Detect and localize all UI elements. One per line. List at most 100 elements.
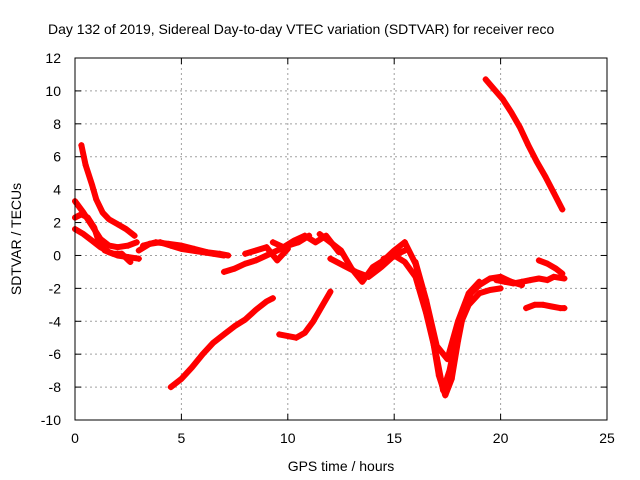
data-point xyxy=(199,351,206,358)
data-point xyxy=(191,245,198,252)
data-point xyxy=(501,278,508,285)
data-point xyxy=(252,306,259,313)
data-point xyxy=(510,280,517,287)
data-point xyxy=(135,247,142,254)
data-point xyxy=(135,255,142,262)
data-point xyxy=(559,270,566,277)
data-point xyxy=(527,277,534,284)
series-sat-o xyxy=(401,239,525,399)
y-tick-label: 4 xyxy=(53,182,61,198)
data-point xyxy=(114,221,121,228)
series-line xyxy=(401,239,525,399)
y-tick-labels: -10 -8 -6 -4 -2 0 2 4 6 8 10 12 xyxy=(41,50,61,428)
data-point xyxy=(476,278,483,285)
data-point xyxy=(178,375,185,382)
data-point xyxy=(465,290,472,297)
data-point xyxy=(242,250,249,257)
data-point xyxy=(293,334,300,341)
data-point xyxy=(561,305,568,312)
data-point xyxy=(97,244,104,251)
data-point xyxy=(106,216,113,223)
data-point xyxy=(435,372,442,379)
series-line xyxy=(380,252,504,394)
x-tick-label: 20 xyxy=(493,430,509,446)
data-point xyxy=(242,260,249,267)
data-point xyxy=(423,296,430,303)
axis-ticks xyxy=(74,57,608,421)
data-point xyxy=(486,287,493,294)
data-point xyxy=(263,298,270,305)
data-point xyxy=(301,329,308,336)
y-tick-label: 6 xyxy=(53,149,61,165)
data-point xyxy=(269,295,276,302)
data-point xyxy=(316,231,323,238)
series-sat-r xyxy=(535,257,566,277)
series-sat-p xyxy=(412,259,483,363)
data-point xyxy=(412,259,419,266)
data-point xyxy=(231,265,238,272)
data-point xyxy=(263,252,270,259)
series-sat-q xyxy=(493,273,568,287)
data-point xyxy=(106,249,113,256)
data-point xyxy=(84,214,91,221)
data-point xyxy=(125,242,132,249)
data-point xyxy=(220,331,227,338)
data-series-layer xyxy=(72,76,568,399)
data-point xyxy=(152,239,159,246)
data-point xyxy=(548,303,555,310)
data-point xyxy=(274,247,281,254)
data-point xyxy=(131,232,138,239)
x-tick-label: 5 xyxy=(178,430,186,446)
grid-lines xyxy=(75,58,607,420)
y-tick-label: -6 xyxy=(49,346,62,362)
data-point xyxy=(252,247,259,254)
data-point xyxy=(486,275,493,282)
data-point xyxy=(189,364,196,371)
series-line xyxy=(535,257,566,277)
data-point xyxy=(508,109,515,116)
data-point xyxy=(78,142,85,149)
y-tick-label: -2 xyxy=(49,280,62,296)
series-line xyxy=(72,198,140,251)
series-sat-k xyxy=(276,288,334,341)
data-point xyxy=(497,285,504,292)
data-point xyxy=(561,275,568,282)
y-tick-label: -4 xyxy=(49,313,62,329)
data-point xyxy=(552,265,559,272)
data-point xyxy=(476,290,483,297)
data-point xyxy=(380,255,387,262)
data-point xyxy=(284,333,291,340)
data-point xyxy=(442,392,449,399)
y-axis-title: SDTVAR / TECUs xyxy=(8,183,24,295)
data-point xyxy=(310,318,317,325)
x-tick-label: 10 xyxy=(280,430,296,446)
data-point xyxy=(531,301,538,308)
y-tick-label: 10 xyxy=(45,83,61,99)
data-point xyxy=(516,124,523,131)
data-point xyxy=(114,244,121,251)
data-point xyxy=(291,237,298,244)
data-point xyxy=(216,250,223,257)
y-tick-label: -10 xyxy=(41,412,61,428)
data-point xyxy=(263,244,270,251)
data-point xyxy=(493,277,500,284)
data-point xyxy=(401,239,408,246)
data-point xyxy=(231,323,238,330)
x-axis-title: GPS time / hours xyxy=(288,458,395,474)
data-point xyxy=(269,239,276,246)
data-point xyxy=(210,339,217,346)
data-point xyxy=(391,252,398,259)
data-point xyxy=(165,240,172,247)
x-tick-labels: 0 5 10 15 20 25 xyxy=(71,430,615,446)
data-point xyxy=(133,239,140,246)
data-point xyxy=(491,86,498,93)
y-tick-label: 0 xyxy=(53,247,61,263)
data-point xyxy=(378,263,385,270)
y-tick-label: 8 xyxy=(53,116,61,132)
data-point xyxy=(89,237,96,244)
series-sat-f xyxy=(140,239,232,259)
series-line xyxy=(482,76,566,213)
data-point xyxy=(523,305,530,312)
data-point xyxy=(525,142,532,149)
y-tick-label: 2 xyxy=(53,215,61,231)
